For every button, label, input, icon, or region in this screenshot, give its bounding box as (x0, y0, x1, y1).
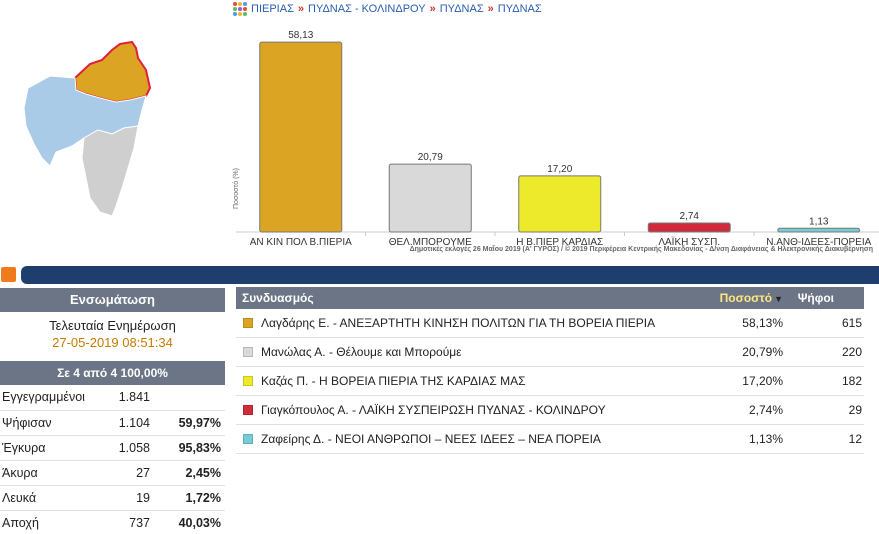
results-bar-chart: Ποσοστό (%) 58,13 ΑΝ ΚΙΝ ΠΟΛ Β.ΠΙΕΡΙΑ 20,7… (232, 30, 879, 253)
stats-percent: 95,83% (152, 435, 225, 461)
coalition-percent: 17,20% (742, 374, 783, 388)
stats-label: Αποχή (0, 510, 110, 534)
results-table: Συνδυασμός Ποσοστό ▼ Ψήφοι Λαγδάρης Ε. - … (236, 287, 864, 454)
table-row[interactable]: Γιαγκόπουλος Α. - ΛΑΪΚΗ ΣΥΣΠΕΙΡΩΣΗ ΠΥΔΝΑ… (236, 396, 864, 425)
column-header-coalition[interactable]: Συνδυασμός (242, 291, 314, 305)
stats-label: Έγκυρα (0, 435, 110, 461)
chart-bar[interactable] (388, 163, 472, 233)
stats-row: Αποχή 737 40,03% (0, 510, 225, 534)
last-update-time: 27-05-2019 08:51:34 (52, 335, 173, 350)
rss-feed-icon[interactable] (1, 267, 16, 282)
stats-row: Λευκά 19 1,72% (0, 485, 225, 511)
stats-percent (152, 385, 225, 411)
stats-percent: 40,03% (152, 510, 225, 534)
table-row[interactable]: Καζάς Π. - Η ΒΟΡΕΙΑ ΠΙΕΡΙΑ ΤΗΣ ΚΑΡΔΙΑΣ Μ… (236, 367, 864, 396)
stats-row: Άκυρα 27 2,45% (0, 460, 225, 486)
last-update-label: Τελευταία Ενημέρωση (49, 318, 176, 333)
breadcrumb-separator: » (487, 3, 494, 15)
coalition-votes: 12 (848, 432, 862, 446)
results-header: Συνδυασμός Ποσοστό ▼ Ψήφοι (236, 287, 864, 309)
x-tick-label: Ν.ΑΝΘ-ΙΔΕΕΣ-ΠΟΡΕΙΑ (766, 237, 871, 248)
breadcrumb-separator: » (297, 3, 304, 15)
stats-value: 19 (110, 485, 152, 511)
bar-value-label: 17,20 (547, 164, 572, 175)
coalition-votes: 220 (841, 345, 862, 359)
coalition-name: Ζαφείρης Δ. - ΝΕΟΙ ΑΝΘΡΩΠΟΙ – ΝΕΕΣ ΙΔΕΕΣ… (261, 432, 601, 446)
bar-value-label: 58,13 (288, 30, 313, 41)
breadcrumb-item-municipality[interactable]: ΠΥΔΝΑΣ - ΚΟΛΙΝΔΡΟΥ (308, 3, 426, 15)
y-axis-label: Ποσοστό (%) (232, 168, 240, 209)
x-tick-label: ΛΑΪΚΗ ΣΥΣΠ. (658, 236, 720, 248)
stats-value: 1.841 (110, 385, 152, 411)
chart-bar[interactable] (647, 222, 731, 233)
stats-value: 1.058 (110, 435, 152, 461)
color-swatch (243, 376, 253, 386)
color-swatch (243, 405, 253, 415)
coalition-name: Μανώλας Α. - Θέλουμε και Μπορούμε (261, 345, 462, 359)
grid-dots-icon (233, 2, 247, 16)
stats-row: Έγκυρα 1.058 95,83% (0, 435, 225, 461)
column-header-votes[interactable]: Ψήφοι (797, 291, 834, 305)
coalition-percent: 58,13% (742, 316, 783, 330)
map-area-selected[interactable] (73, 40, 152, 104)
table-row[interactable]: Λαγδάρης Ε. - ΑΝΕΞΑΡΤΗΤΗ ΚΙΝΗΣΗ ΠΟΛΙΤΩΝ … (236, 309, 864, 338)
stats-label: Λευκά (0, 485, 110, 511)
x-tick-label: ΑΝ ΚΙΝ ΠΟΛ Β.ΠΙΕΡΙΑ (250, 237, 352, 248)
bar-value-label: 1,13 (809, 216, 829, 227)
stats-label: Άκυρα (0, 460, 110, 486)
chart-credit: Δημοτικές εκλογές 26 Μαΐου 2019 (Α' ΓΥΡΟ… (410, 245, 873, 253)
stats-value: 27 (110, 460, 152, 486)
coalition-votes: 29 (848, 403, 862, 417)
coalition-name: Λαγδάρης Ε. - ΑΝΕΞΑΡΤΗΤΗ ΚΙΝΗΣΗ ΠΟΛΙΤΩΝ … (261, 316, 656, 330)
panel-title: Ενσωμάτωση (0, 288, 225, 312)
table-row[interactable]: Μανώλας Α. - Θέλουμε και Μπορούμε 20,79% 2… (236, 338, 864, 367)
stats-value: 1.104 (110, 410, 152, 436)
region-map (23, 40, 152, 217)
table-row[interactable]: Ζαφείρης Δ. - ΝΕΟΙ ΑΝΘΡΩΠΟΙ – ΝΕΕΣ ΙΔΕΕΣ… (236, 425, 864, 454)
x-tick-label: ΘΕΛ.ΜΠΟΡΟΥΜΕ (389, 237, 472, 248)
chart-bar[interactable] (518, 175, 602, 233)
stats-percent: 1,72% (152, 485, 225, 511)
stats-percent: 59,97% (152, 410, 225, 436)
stats-label: Εγγεγραμμένοι (0, 385, 110, 411)
coalition-percent: 20,79% (742, 345, 783, 359)
column-header-percent-label: Ποσοστό (719, 291, 773, 305)
bar-value-label: 20,79 (418, 152, 443, 163)
color-swatch (243, 434, 253, 444)
stats-value: 737 (110, 510, 152, 534)
bar-value-label: 2,74 (680, 211, 700, 222)
breadcrumb-item-community[interactable]: ΠΥΔΝΑΣ (497, 3, 542, 15)
coalition-percent: 2,74% (748, 403, 783, 417)
turnout-stats: Εγγεγραμμένοι 1.841 Ψήφισαν 1.104 59,97% Έγκυ… (0, 385, 225, 534)
column-header-percent[interactable]: Ποσοστό ▼ (709, 291, 789, 305)
sort-desc-icon: ▼ (774, 294, 783, 304)
chart-bar[interactable] (777, 227, 861, 233)
stats-row: Ψήφισαν 1.104 59,97% (0, 410, 225, 436)
coalition-percent: 1,13% (748, 432, 783, 446)
color-swatch (243, 318, 253, 328)
stats-percent: 2,45% (152, 460, 225, 486)
coalition-name: Γιαγκόπουλος Α. - ΛΑΪΚΗ ΣΥΣΠΕΙΡΩΣΗ ΠΥΔΝΑ… (261, 403, 606, 417)
nav-bar (21, 266, 879, 284)
stats-row: Εγγεγραμμένοι 1.841 (0, 385, 225, 411)
integration-panel: Ενσωμάτωση Τελευταία Ενημέρωση 27-05-201… (0, 288, 225, 534)
breadcrumb-item-unit[interactable]: ΠΥΔΝΑΣ (439, 3, 484, 15)
x-tick-label: Η Β.ΠΙΕΡ ΚΑΡΔΙΑΣ (516, 237, 603, 248)
counted-stations: Σε 4 από 4 100,00% (0, 361, 225, 385)
breadcrumb: ΠΙΕΡΙΑΣ » ΠΥΔΝΑΣ - ΚΟΛΙΝΔΡΟΥ » ΠΥΔΝΑΣ » … (233, 2, 542, 16)
color-swatch (243, 347, 253, 357)
coalition-name: Καζάς Π. - Η ΒΟΡΕΙΑ ΠΙΕΡΙΑ ΤΗΣ ΚΑΡΔΙΑΣ Μ… (261, 374, 526, 388)
chart-bar[interactable] (259, 41, 343, 233)
coalition-votes: 615 (841, 316, 862, 330)
breadcrumb-separator: » (429, 3, 436, 15)
map-area-gray[interactable] (81, 125, 139, 217)
stats-label: Ψήφισαν (0, 410, 110, 436)
breadcrumb-item-prefecture[interactable]: ΠΙΕΡΙΑΣ (251, 3, 294, 15)
coalition-votes: 182 (841, 374, 862, 388)
